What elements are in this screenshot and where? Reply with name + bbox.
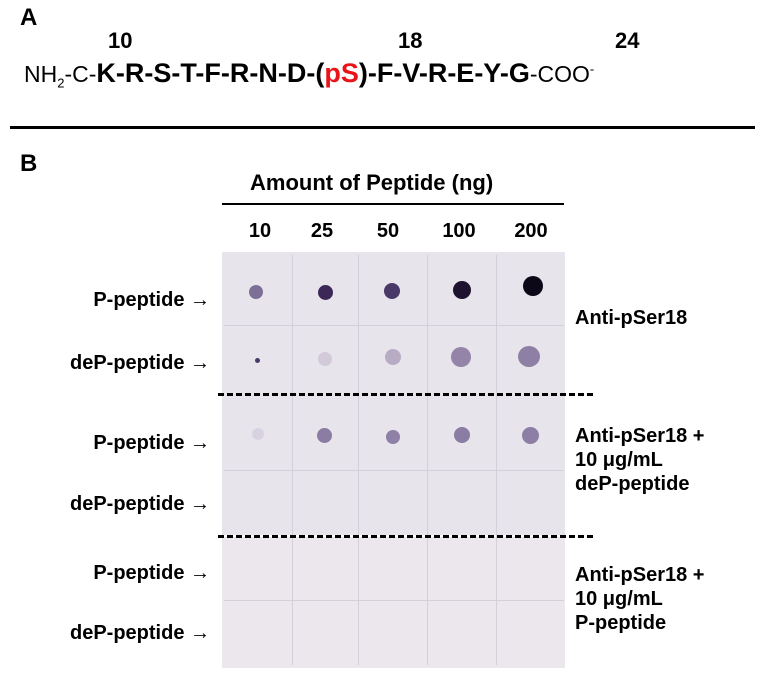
amount-200-label: 200 (514, 220, 548, 242)
panel-a-label: A (20, 4, 38, 31)
grid-line (224, 600, 564, 601)
blot-dot (386, 430, 400, 444)
blot-dot (384, 283, 400, 299)
amount-header: Amount of Peptide (ng) (250, 170, 494, 195)
blot-dot (318, 285, 333, 300)
phospho-serine-residue: pS (324, 58, 359, 88)
dashed-separator (218, 393, 593, 396)
condition-label-p-competition: Anti-pSer18 + 10 μg/mL P-peptide (575, 564, 705, 634)
peptide-sequence: NH2-C- K-R-S-T-F-R-N-D-( pS )-F-V-R-E-Y-… (24, 58, 594, 91)
grid-line (224, 470, 564, 471)
blot-dot (249, 285, 263, 299)
residues-before-phospho: K-R-S-T-F-R-N-D-( (96, 58, 325, 88)
row-label-p-peptide: P-peptide → (93, 432, 210, 454)
panel-divider (10, 126, 755, 129)
amount-25-label: 25 (310, 220, 334, 242)
blot-dot (523, 276, 543, 296)
amount-50-label: 50 (376, 220, 400, 242)
blot-dot (255, 358, 260, 363)
panel-b-label: B (20, 150, 38, 177)
blot-dot (454, 427, 470, 443)
grid-line (427, 255, 428, 665)
blot-dot (518, 346, 540, 367)
amount-10-label: 10 (248, 220, 272, 242)
blot-dot (318, 352, 332, 366)
blot-dot (451, 347, 471, 367)
blot-dot (522, 427, 539, 444)
row-label-dep-peptide: deP-peptide → (69, 493, 210, 515)
blot-dot (385, 349, 401, 365)
membrane-bottom (222, 537, 565, 668)
grid-line (496, 255, 497, 665)
c-terminus: -COO- (529, 61, 595, 87)
dashed-separator (218, 535, 593, 538)
grid-line (292, 255, 293, 665)
position-24-label: 24 (615, 28, 640, 53)
condition-label-dep-competition: Anti-pSer18 + 10 μg/mL deP-peptide (575, 425, 705, 495)
blot-dot (252, 428, 264, 440)
amount-header-underline (222, 203, 564, 205)
blot-dot (453, 281, 471, 299)
condition-label-antibody-only: Anti-pSer18 (575, 307, 688, 329)
position-10-label: 10 (108, 28, 133, 53)
position-18-label: 18 (398, 28, 423, 53)
row-label-dep-peptide: deP-peptide → (69, 622, 210, 644)
residues-after-phospho: )-F-V-R-E-Y-G (358, 58, 530, 88)
blot-dot (317, 428, 332, 443)
row-label-p-peptide: P-peptide → (93, 289, 210, 311)
amount-100-label: 100 (442, 220, 476, 242)
row-label-p-peptide: P-peptide → (93, 562, 210, 584)
row-label-dep-peptide: deP-peptide → (69, 352, 210, 374)
grid-line (224, 325, 564, 326)
grid-line (358, 255, 359, 665)
n-terminus: NH2-C- (24, 61, 97, 91)
